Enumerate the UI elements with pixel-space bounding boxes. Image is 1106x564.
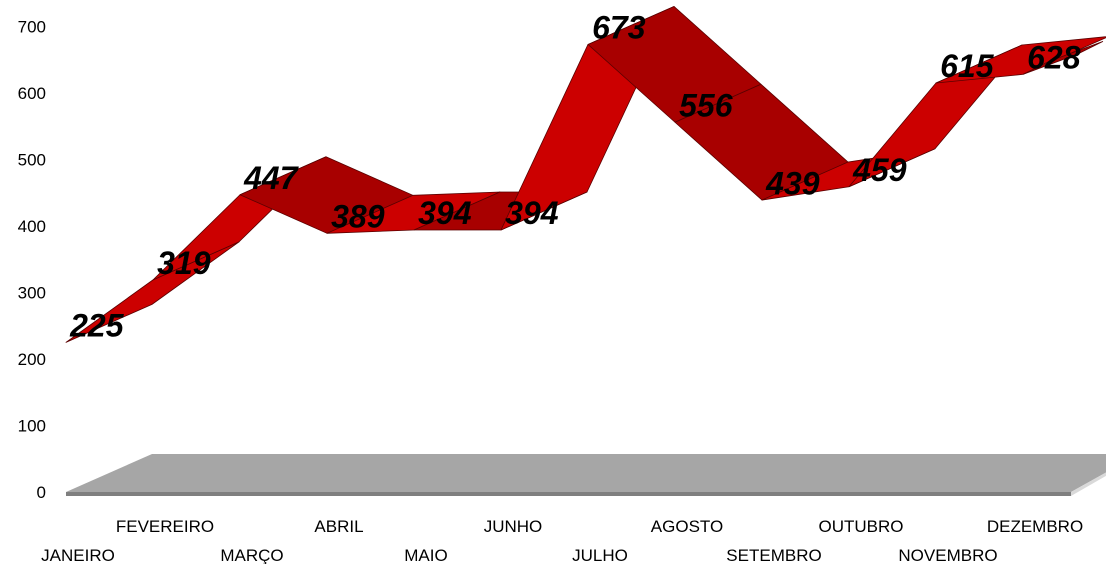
- data-label: 319: [157, 245, 211, 281]
- x-tick-label: FEVEREIRO: [116, 517, 214, 536]
- y-tick-label: 500: [18, 151, 46, 170]
- x-tick-label: JANEIRO: [41, 546, 115, 564]
- ribbon-segment: [935, 36, 1106, 84]
- data-label: 459: [852, 152, 907, 188]
- x-tick-label: SETEMBRO: [726, 546, 821, 564]
- x-tick-label: OUTUBRO: [819, 517, 904, 536]
- y-tick-label: 0: [37, 483, 46, 502]
- x-tick-label: ABRIL: [314, 517, 363, 536]
- y-tick-label: 200: [18, 350, 46, 369]
- data-label: 394: [418, 195, 472, 231]
- x-tick-label: MARÇO: [220, 546, 283, 564]
- x-tick-label: DEZEMBRO: [987, 517, 1083, 536]
- chart-floor-side: [1071, 472, 1106, 496]
- x-tick-label: AGOSTO: [651, 517, 723, 536]
- x-tick-label: NOVEMBRO: [898, 546, 997, 564]
- data-label: 439: [765, 165, 820, 201]
- data-label: 447: [243, 160, 300, 196]
- data-label: 615: [940, 48, 995, 84]
- data-label: 673: [592, 10, 646, 46]
- y-tick-label: 400: [18, 217, 46, 236]
- x-tick-label: MAIO: [404, 546, 447, 564]
- data-label: 225: [69, 308, 125, 344]
- x-tick-label: JULHO: [572, 546, 628, 564]
- y-tick-label: 600: [18, 84, 46, 103]
- ribbon-segment: [1022, 41, 1104, 75]
- chart-floor: [66, 454, 1106, 492]
- y-tick-label: 100: [18, 417, 46, 436]
- y-tick-label: 700: [18, 18, 46, 37]
- x-tick-label: JUNHO: [484, 517, 543, 536]
- data-label: 556: [679, 87, 733, 123]
- data-label: 394: [505, 195, 559, 231]
- data-label: 628: [1027, 40, 1081, 76]
- y-tick-label: 300: [18, 284, 46, 303]
- data-label: 389: [331, 199, 385, 235]
- chart-floor-edge: [66, 492, 1071, 496]
